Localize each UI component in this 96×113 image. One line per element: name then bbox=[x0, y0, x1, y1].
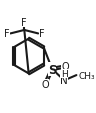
Text: S: S bbox=[48, 63, 56, 76]
Text: O: O bbox=[61, 62, 69, 72]
Text: H: H bbox=[61, 69, 68, 78]
Text: N: N bbox=[60, 76, 68, 86]
Text: F: F bbox=[4, 29, 10, 39]
Text: F: F bbox=[22, 18, 27, 28]
Text: F: F bbox=[39, 29, 45, 39]
Text: O: O bbox=[41, 79, 49, 89]
Text: CH₃: CH₃ bbox=[78, 71, 95, 80]
